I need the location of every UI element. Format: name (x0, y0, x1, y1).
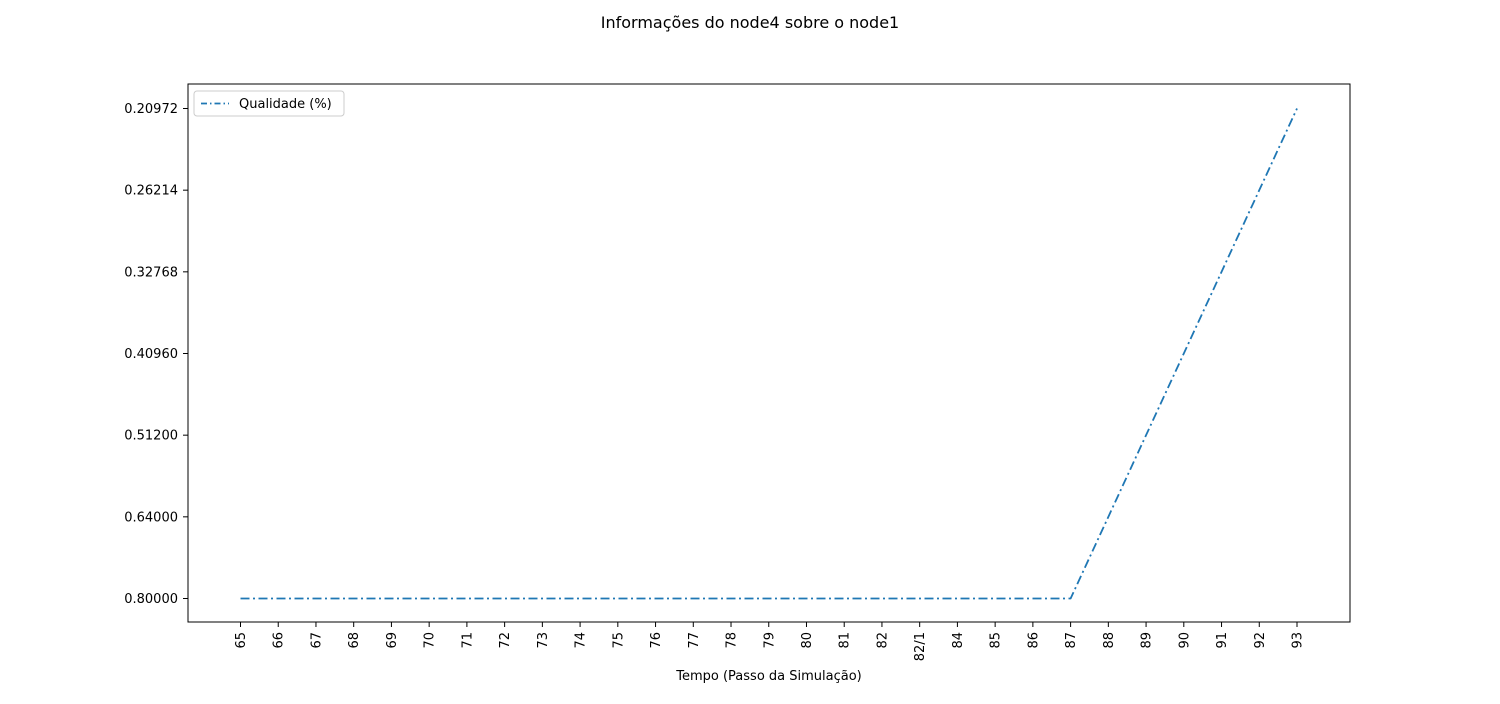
x-tick-label: 69 (385, 632, 400, 649)
x-tick-label: 85 (989, 632, 1004, 649)
plot-area (187, 83, 1351, 623)
y-tick-label: 0.51200 (124, 429, 178, 444)
legend-box (193, 90, 345, 117)
y-tick-label: 0.40960 (124, 347, 178, 362)
x-tick-label: 79 (762, 632, 777, 649)
x-tick-label: 73 (536, 632, 551, 649)
x-tick-label: 93 (1291, 632, 1306, 649)
chart-title: Informações do node4 sobre o node1 (601, 13, 899, 32)
x-tick-label: 77 (687, 632, 702, 649)
x-tick-label: 66 (272, 632, 287, 649)
y-axis: 0.80000 0.64000 0.51200 0.40960 0.32768 0.262… (124, 102, 188, 607)
x-axis-label: Tempo (Passo da Simulação) (675, 669, 862, 684)
x-tick-label: 81 (838, 632, 853, 649)
y-tick-label: 0.64000 (124, 510, 178, 525)
x-tick-label: 82 (875, 632, 890, 649)
x-tick-label: 89 (1140, 632, 1155, 649)
x-tick-label: 90 (1177, 632, 1192, 649)
x-tick-label: 72 (498, 632, 513, 649)
x-tick-label: 71 (460, 632, 475, 649)
series-layer (240, 108, 1298, 600)
x-tick-label: 80 (800, 632, 815, 649)
x-tick-label: 86 (1026, 632, 1041, 649)
y-tick-label: 0.80000 (124, 592, 178, 607)
y-tick-label: 0.20972 (124, 102, 178, 117)
x-tick-label: 70 (423, 632, 438, 649)
x-tick-label: 82/1 (913, 632, 928, 661)
x-tick-label: 67 (309, 632, 324, 649)
x-tick-label: 92 (1253, 632, 1268, 649)
x-tick-label: 76 (649, 632, 664, 649)
x-tick-label: 87 (1064, 632, 1079, 649)
y-tick-label: 0.26214 (124, 184, 178, 199)
x-tick-label: 84 (951, 632, 966, 649)
legend: Qualidade (%) (193, 90, 345, 117)
x-tick-label: 65 (234, 632, 249, 649)
x-tick-label: 74 (574, 632, 589, 649)
legend-label: Qualidade (%) (239, 97, 332, 112)
y-tick-label: 0.32768 (124, 265, 178, 280)
x-tick-label: 78 (725, 632, 740, 649)
x-axis: 65 66 67 68 69 70 71 72 73 74 75 76 77 78 79 80 81 82 82/1… (234, 622, 1306, 661)
x-tick-label: 75 (611, 632, 626, 649)
series-line-qualidade (240, 108, 1298, 600)
x-tick-label: 91 (1215, 632, 1230, 649)
x-tick-label: 88 (1102, 632, 1117, 649)
x-tick-label: 68 (347, 632, 362, 649)
